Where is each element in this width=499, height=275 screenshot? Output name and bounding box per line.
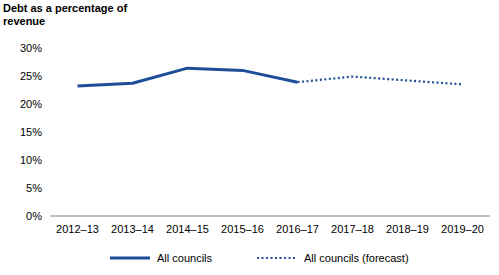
chart: 0% 5% 10% 15% 20% 25% 30% 2012–13 2013–14 2014–15… [0, 0, 499, 275]
plot-area [78, 68, 463, 86]
legend-swatch [257, 257, 297, 259]
x-axis [50, 216, 490, 217]
x-tick-label: 2013–14 [111, 223, 154, 235]
x-tick-label: 2016–17 [276, 223, 319, 235]
x-tick-label: 2012–13 [56, 223, 99, 235]
y-tick-label: 0% [26, 210, 42, 222]
legend-label: All councils [157, 252, 213, 264]
x-tick-label: 2019–20 [441, 223, 484, 235]
x-tick-label: 2018–19 [386, 223, 429, 235]
legend-label: All councils (forecast) [304, 252, 409, 264]
y-tick-label: 10% [20, 154, 42, 166]
legend-swatch [110, 257, 150, 260]
y-tick-label: 5% [26, 182, 42, 194]
series-line [298, 77, 463, 85]
y-tick-label: 25% [20, 70, 42, 82]
x-tick-label: 2014–15 [166, 223, 209, 235]
y-tick-label: 20% [20, 98, 42, 110]
y-axis-label: Debt as a percentage of revenue [3, 2, 133, 28]
x-tick-label: 2015–16 [221, 223, 264, 235]
series-line [78, 68, 298, 86]
y-tick-label: 15% [20, 126, 42, 138]
y-tick-label: 30% [20, 42, 42, 54]
x-tick-label: 2017–18 [331, 223, 374, 235]
